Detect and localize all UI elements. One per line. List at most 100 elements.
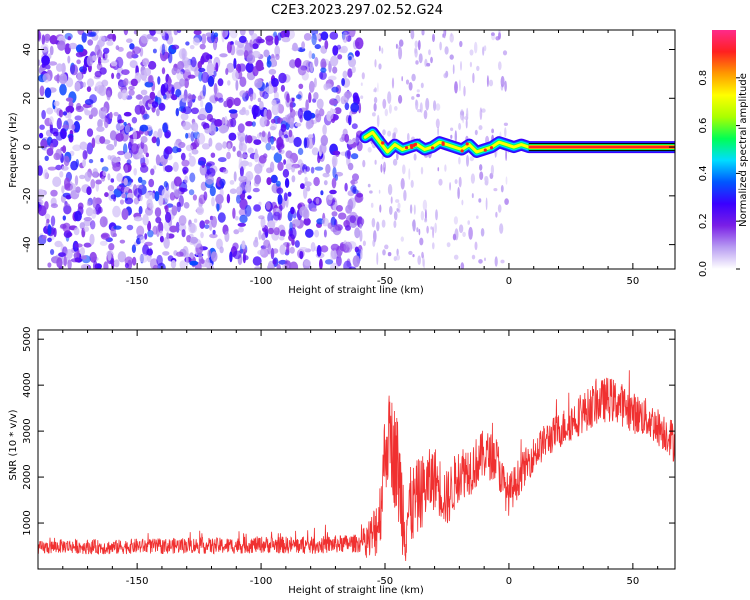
noise-blob (183, 90, 188, 101)
noise-blob (241, 240, 246, 250)
noise-blob (190, 56, 197, 68)
noise-blob (324, 40, 329, 50)
faint-noise-streak (443, 73, 448, 79)
noise-blob (330, 224, 339, 233)
faint-noise-streak (414, 48, 418, 58)
faint-noise-streak (423, 258, 425, 269)
noise-blob (310, 166, 315, 174)
noise-blob (154, 191, 160, 202)
noise-blob (206, 62, 215, 75)
noise-blob (182, 106, 192, 115)
noise-blob (179, 260, 187, 269)
snr-y-tick-label: 4000 (22, 372, 33, 397)
noise-blob (270, 135, 275, 145)
colorbar-tick-label: 0.2 (698, 213, 709, 229)
noise-blob (50, 249, 55, 255)
noise-blob (265, 201, 271, 210)
noise-blob (189, 172, 196, 183)
noise-blob (247, 147, 254, 154)
spectrogram-signal-trace (359, 126, 675, 158)
spectrogram-x-axis-label: Height of straight line (km) (288, 285, 424, 296)
faint-noise-streak (382, 98, 387, 109)
faint-noise-streak (433, 100, 437, 111)
noise-blob (311, 147, 319, 156)
noise-blob (87, 39, 94, 46)
noise-blob (54, 240, 63, 248)
noise-blob (232, 207, 236, 219)
faint-noise-streak (500, 75, 505, 88)
faint-noise-streak (478, 198, 482, 203)
noise-blob (107, 185, 115, 192)
noise-blob (104, 117, 109, 129)
noise-blob (199, 164, 207, 176)
noise-blob (173, 176, 182, 187)
noise-blob (68, 134, 74, 143)
noise-blob (153, 165, 157, 170)
faint-noise-streak (450, 127, 454, 132)
faint-noise-streak (422, 199, 428, 211)
carrier-line-core (528, 146, 675, 149)
noise-blob (76, 59, 81, 65)
noise-blob (193, 218, 198, 223)
noise-blob (275, 137, 284, 148)
faint-noise-streak (370, 202, 374, 208)
noise-blob (124, 164, 128, 174)
noise-blob (234, 216, 239, 221)
noise-blob (147, 220, 152, 232)
noise-blob (152, 264, 159, 269)
noise-blob (142, 213, 149, 226)
faint-noise-streak (468, 226, 473, 240)
noise-blob (209, 118, 217, 123)
noise-blob (311, 33, 317, 46)
noise-blob (317, 154, 321, 164)
noise-blob (271, 77, 279, 87)
noise-blob (266, 60, 272, 68)
noise-blob (164, 205, 168, 210)
noise-blob (347, 68, 353, 78)
noise-blob (181, 48, 186, 60)
faint-noise-streak (450, 134, 453, 139)
noise-blob (325, 163, 331, 174)
noise-blob (59, 83, 67, 96)
faint-noise-streak (374, 59, 377, 68)
noise-blob (323, 180, 328, 186)
faint-noise-streak (469, 61, 472, 68)
noise-blob (291, 166, 295, 173)
noise-blob (236, 186, 243, 196)
noise-blob (158, 195, 164, 206)
noise-blob (211, 196, 215, 207)
noise-blob (144, 241, 153, 247)
noise-blob (226, 41, 232, 54)
noise-blob (238, 63, 246, 72)
faint-noise-streak (458, 156, 461, 165)
noise-blob (334, 173, 338, 181)
noise-blob (329, 99, 339, 105)
noise-blob (77, 202, 84, 210)
noise-blob (289, 101, 293, 113)
noise-blob (204, 224, 210, 230)
noise-blob (276, 187, 284, 195)
faint-noise-streak (484, 257, 486, 262)
noise-blob (126, 159, 132, 165)
snr-y-tick-label: 5000 (22, 326, 33, 351)
noise-blob (141, 179, 147, 185)
noise-blob (347, 30, 354, 33)
faint-noise-streak (377, 82, 379, 93)
noise-blob (234, 40, 239, 46)
noise-blob (115, 56, 124, 69)
noise-blob (245, 121, 254, 127)
noise-blob (117, 251, 127, 263)
noise-blob (156, 137, 161, 147)
noise-blob (252, 38, 261, 47)
noise-blob (102, 170, 107, 177)
snr-x-axis-label: Height of straight line (km) (288, 585, 424, 596)
faint-noise-streak (381, 47, 384, 54)
noise-blob (83, 242, 92, 248)
noise-blob (47, 237, 52, 243)
noise-blob (50, 203, 59, 209)
noise-blob (176, 201, 181, 213)
faint-noise-streak (412, 254, 415, 258)
faint-noise-streak (394, 106, 398, 111)
noise-blob (352, 92, 359, 101)
noise-blob (289, 221, 293, 231)
